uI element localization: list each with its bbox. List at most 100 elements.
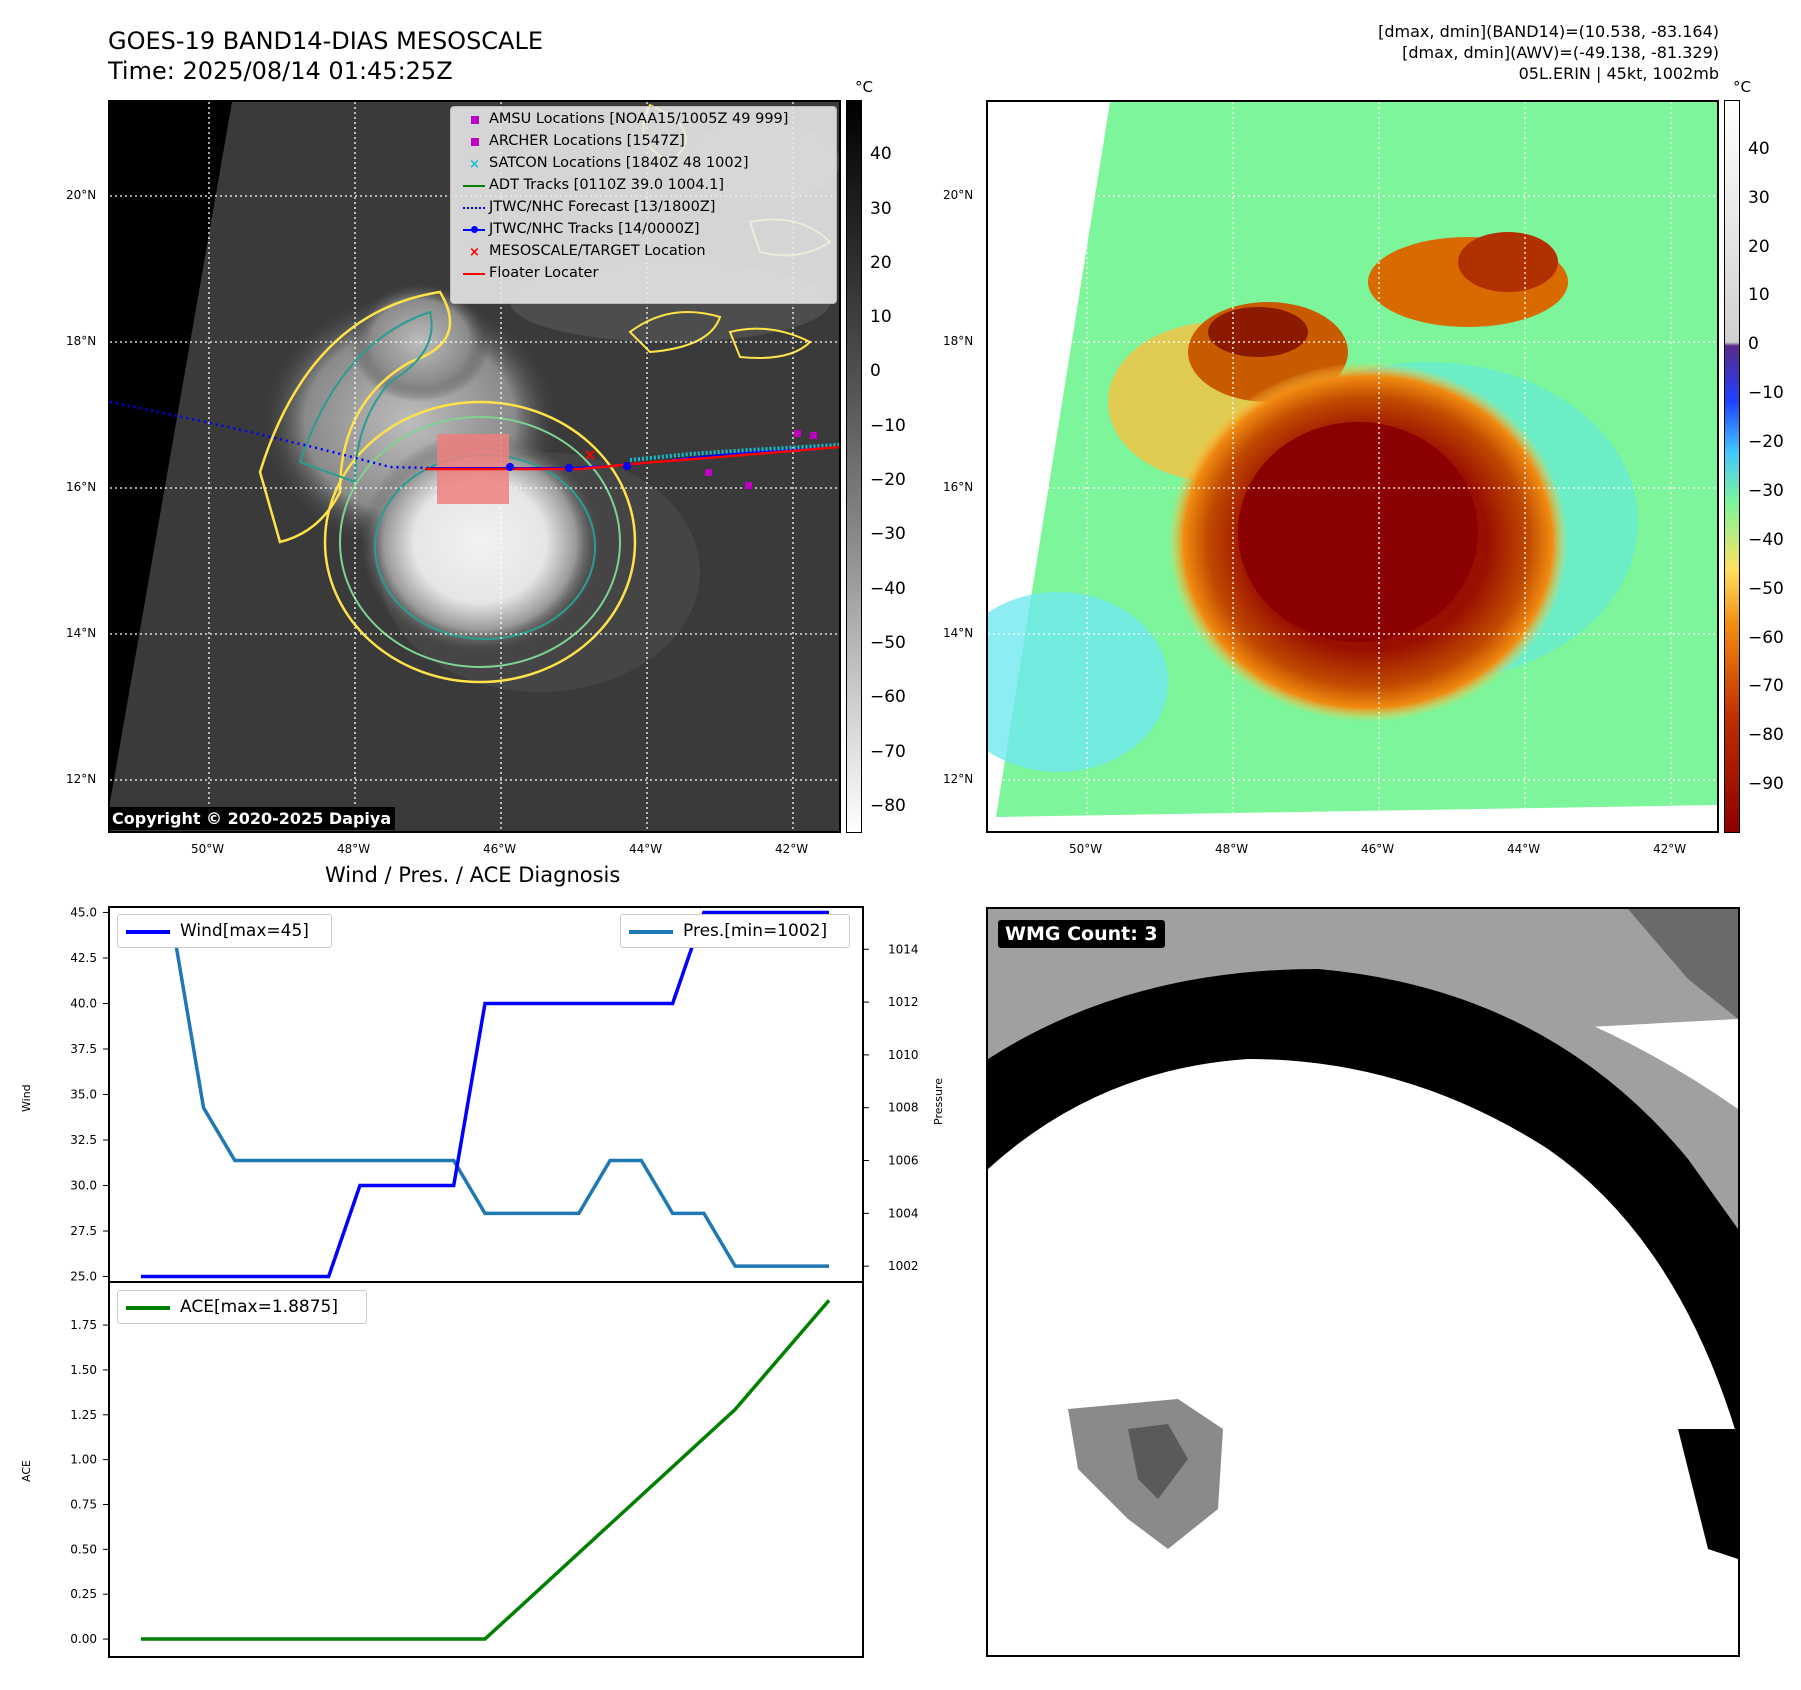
pressure-ytick-label: 1012 (888, 995, 919, 1009)
colorbar-jet (1724, 100, 1740, 833)
colorbar-gray-tick: −10 (870, 415, 906, 436)
colorbar-gray-tick: −50 (870, 632, 906, 653)
wind-legend: Wind[max=45] (117, 914, 332, 948)
diagnosis-title: Wind / Pres. / ACE Diagnosis (325, 863, 621, 887)
ace-ytick-label: 0.25 (70, 1587, 97, 1601)
ace-ytick-label: 1.25 (70, 1408, 97, 1422)
legend-amsu: AMSU Locations [NOAA15/1005Z 49 999] (489, 111, 789, 127)
colorbar-gray-tick: 40 (870, 144, 892, 165)
lon-label: 42°W (775, 842, 809, 856)
legend-jtwc-tracks: JTWC/NHC Tracks [14/0000Z] (489, 221, 700, 237)
map-legend: AMSU Locations [NOAA15/1005Z 49 999] ARC… (450, 106, 837, 304)
lon-label: 46°W (1361, 842, 1395, 856)
legend-mesoscale: MESOSCALE/TARGET Location (489, 243, 706, 259)
ir-color-map (986, 100, 1719, 833)
chart-time: Time: 2025/08/14 01:45:25Z (108, 57, 453, 85)
ace-ytick-label: 0.75 (70, 1497, 97, 1511)
legend-forecast: JTWC/NHC Forecast [13/1800Z] (489, 199, 716, 215)
pressure-legend-label: Pres.[min=1002] (683, 921, 828, 941)
colorbar-jet-tick: −60 (1748, 627, 1784, 648)
wind-ytick-label: 25.0 (70, 1270, 97, 1284)
chart-title: GOES-19 BAND14-DIAS MESOSCALE (108, 27, 544, 55)
colorbar-jet-tick: −20 (1748, 432, 1784, 453)
lat-label: 14°N (943, 626, 974, 640)
pressure-ytick-label: 1010 (888, 1048, 919, 1062)
colorbar-gray-tick: −80 (870, 795, 906, 816)
legend-archer: ARCHER Locations [1547Z] (489, 133, 685, 149)
colorbar-jet-tick: −70 (1748, 676, 1784, 697)
wind-ytick-label: 37.5 (70, 1042, 97, 1056)
pressure-ytick-label: 1004 (888, 1206, 919, 1220)
wind-ytick-label: 40.0 (70, 996, 97, 1010)
colorbar-gray-tick: 30 (870, 198, 892, 219)
colorbar-gray-tick: −60 (870, 687, 906, 708)
wind-ytick-label: 35.0 (70, 1088, 97, 1102)
colorbar-jet-tick: 0 (1748, 334, 1759, 355)
ace-legend-label: ACE[max=1.8875] (180, 1297, 338, 1317)
ace-ytick-label: 0.50 (70, 1542, 97, 1556)
wind-ytick-label: 45.0 (70, 905, 97, 919)
ace-ytick-label: 1.75 (70, 1318, 97, 1332)
lon-label: 44°W (629, 842, 663, 856)
lat-label: 12°N (943, 772, 974, 786)
colorbar-jet-tick: −40 (1748, 529, 1784, 550)
wind-legend-label: Wind[max=45] (180, 921, 309, 941)
colorbar-gray-unit: °C (855, 78, 873, 96)
lat-label: 20°N (943, 188, 974, 202)
colorbar-jet-unit: °C (1733, 78, 1751, 96)
ir-color-image (988, 102, 1717, 831)
colorbar-jet-tick: −50 (1748, 578, 1784, 599)
colorbar-gray-tick: −20 (870, 470, 906, 491)
lon-label: 46°W (483, 842, 517, 856)
wind-ytick-label: 32.5 (70, 1133, 97, 1147)
info-band14: [dmax, dmin](BAND14)=(10.538, -83.164) (1378, 22, 1719, 41)
pressure-ytick-label: 1002 (888, 1259, 919, 1273)
pressure-ytick-label: 1008 (888, 1101, 919, 1115)
ace-ytick-label: 1.50 (70, 1363, 97, 1377)
colorbar-gray-tick: 10 (870, 307, 892, 328)
ace-legend: ACE[max=1.8875] (117, 1290, 367, 1324)
lon-label: 48°W (1215, 842, 1249, 856)
lon-label: 44°W (1507, 842, 1541, 856)
lat-label: 16°N (66, 480, 97, 494)
colorbar-gray-tick: 20 (870, 252, 892, 273)
lat-label: 18°N (943, 334, 974, 348)
wmg-image (988, 909, 1738, 1559)
lon-label: 50°W (1069, 842, 1103, 856)
colorbar-gray-tick: −40 (870, 578, 906, 599)
colorbar-jet-tick: −10 (1748, 383, 1784, 404)
svg-text:×: × (583, 445, 596, 464)
lat-label: 20°N (66, 188, 97, 202)
ir-grayscale-map: × AMSU Locations [NOAA15/1005Z 49 999] A… (108, 100, 841, 833)
info-awv: [dmax, dmin](AWV)=(-49.138, -81.329) (1402, 43, 1719, 62)
colorbar-gray-tick: −70 (870, 741, 906, 762)
pressure-line (141, 921, 829, 1268)
lat-label: 12°N (66, 772, 97, 786)
colorbar-gray-tick: −30 (870, 524, 906, 545)
legend-adt: ADT Tracks [0110Z 39.0 1004.1] (489, 177, 725, 193)
colorbar-jet-tick: −80 (1748, 725, 1784, 746)
forecast-track (110, 400, 431, 470)
lat-label: 14°N (66, 626, 97, 640)
ace-ytick-label: 1.00 (70, 1453, 97, 1467)
wmg-count-badge: WMG Count: 3 (998, 920, 1165, 948)
pressure-ytick-label: 1014 (888, 942, 919, 956)
wind-ytick-label: 27.5 (70, 1224, 97, 1238)
legend-floater: Floater Locater (489, 265, 599, 281)
lat-label: 16°N (943, 480, 974, 494)
colorbar-gray (846, 100, 862, 833)
lon-label: 42°W (1653, 842, 1687, 856)
colorbar-gray-tick: 0 (870, 361, 881, 382)
colorbar-jet-tick: −90 (1748, 774, 1784, 795)
lat-label: 18°N (66, 334, 97, 348)
pressure-ytick-label: 1006 (888, 1154, 919, 1168)
copyright-label: Copyright © 2020-2025 Dapiya (108, 807, 396, 830)
pressure-legend: Pres.[min=1002] (620, 914, 850, 948)
wind-ytick-label: 30.0 (70, 1179, 97, 1193)
ace-ytick-label: 0.00 (70, 1632, 97, 1646)
wmg-panel (986, 907, 1740, 1657)
legend-satcon: SATCON Locations [1840Z 48 1002] (489, 155, 749, 171)
colorbar-jet-tick: 40 (1748, 138, 1770, 159)
colorbar-jet-tick: 20 (1748, 236, 1770, 257)
